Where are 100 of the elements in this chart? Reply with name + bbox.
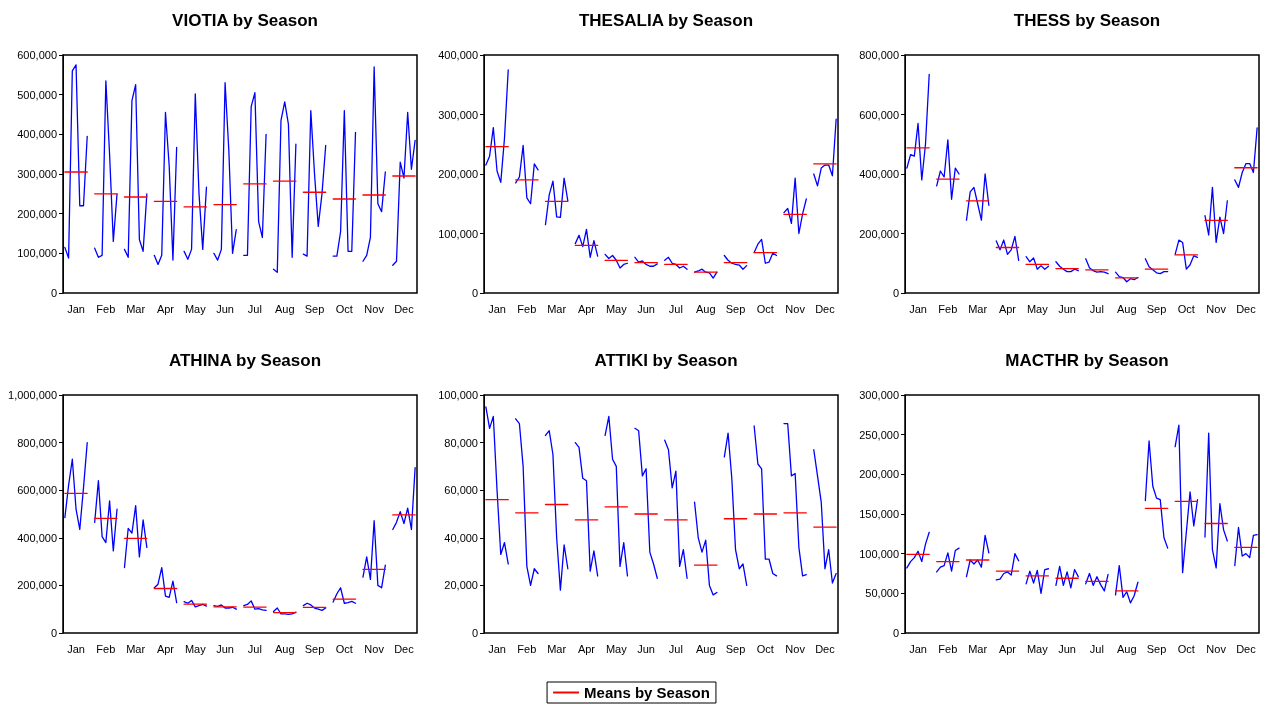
x-tick-label: Mar	[547, 302, 567, 315]
y-tick-label: 150,000	[859, 508, 899, 520]
x-tick-label: Jun	[637, 642, 655, 655]
x-tick-label: Jan	[488, 302, 506, 315]
x-tick-label: Apr	[156, 642, 175, 655]
x-tick-label: Oct	[1177, 302, 1195, 315]
x-tick-label: Oct	[756, 302, 774, 315]
x-tick-label: Aug	[274, 302, 295, 315]
y-tick-label: 0	[50, 287, 57, 299]
x-tick-label: Dec	[1236, 642, 1257, 655]
x-tick-label: May	[605, 302, 628, 315]
x-tick-label: Nov	[364, 302, 385, 315]
y-tick-label: 0	[471, 627, 478, 639]
x-tick-label: Nov	[785, 642, 806, 655]
y-tick-label: 200,000	[17, 579, 57, 592]
x-tick-label: Sep	[1146, 302, 1167, 315]
x-tick-label: Oct	[335, 302, 353, 315]
x-tick-label: Sep	[725, 302, 746, 315]
x-tick-label: Dec	[394, 642, 415, 655]
x-tick-label: Jan	[67, 642, 85, 655]
x-tick-label: Sep	[304, 302, 325, 315]
x-tick-label: Nov	[785, 302, 806, 315]
x-tick-label: May	[1026, 642, 1049, 655]
x-tick-label: Feb	[96, 302, 116, 315]
y-tick-label: 300,000	[17, 168, 57, 180]
x-tick-label: Jul	[247, 302, 262, 315]
x-tick-label: Jul	[247, 642, 262, 655]
y-tick-label: 100,000	[438, 389, 478, 401]
x-tick-label: Jan	[909, 642, 927, 655]
y-tick-label: 1,000,000	[8, 389, 57, 401]
y-tick-label: 80,000	[444, 436, 478, 449]
y-tick-label: 200,000	[438, 168, 478, 180]
x-tick-label: Aug	[274, 642, 295, 655]
x-tick-label: Aug	[695, 642, 716, 655]
x-tick-label: Oct	[1177, 642, 1195, 655]
x-tick-label: Dec	[394, 302, 415, 315]
x-tick-label: Oct	[335, 642, 353, 655]
y-tick-label: 200,000	[859, 468, 899, 481]
chart-title: THESALIA by Season	[578, 11, 754, 30]
y-tick-label: 800,000	[859, 49, 899, 61]
chart-title: ATTIKI by Season	[594, 351, 738, 370]
chart-title: THESS by Season	[1013, 11, 1161, 30]
x-tick-label: Apr	[577, 642, 596, 655]
y-tick-label: 0	[471, 287, 478, 299]
y-tick-label: 800,000	[17, 436, 57, 449]
x-tick-label: Jul	[668, 302, 683, 315]
x-tick-label: Jun	[216, 302, 234, 315]
x-tick-label: Apr	[156, 302, 175, 315]
x-tick-label: Feb	[938, 642, 958, 655]
y-tick-label: 200,000	[17, 207, 57, 220]
x-tick-label: May	[184, 642, 207, 655]
x-tick-label: Jan	[909, 302, 927, 315]
x-tick-label: May	[1026, 302, 1049, 315]
x-tick-label: Jun	[216, 642, 234, 655]
x-tick-label: Nov	[364, 642, 385, 655]
x-tick-label: Mar	[968, 642, 988, 655]
x-tick-label: Jun	[637, 302, 655, 315]
y-tick-label: 300,000	[859, 389, 899, 401]
x-tick-label: Jul	[1089, 302, 1104, 315]
y-tick-label: 100,000	[859, 547, 899, 560]
y-tick-label: 400,000	[17, 531, 57, 544]
x-tick-label: Jul	[668, 642, 683, 655]
x-tick-label: Aug	[1116, 302, 1137, 315]
x-tick-label: Jul	[1089, 642, 1104, 655]
x-tick-label: Jun	[1058, 642, 1076, 655]
y-tick-label: 50,000	[865, 587, 899, 600]
x-tick-label: Oct	[756, 642, 774, 655]
x-tick-label: Nov	[1206, 642, 1227, 655]
x-tick-label: Sep	[1146, 642, 1167, 655]
y-tick-label: 600,000	[17, 49, 57, 61]
y-tick-label: 250,000	[859, 428, 899, 441]
y-tick-label: 400,000	[438, 49, 478, 61]
x-tick-label: Sep	[725, 642, 746, 655]
x-tick-label: Feb	[517, 302, 537, 315]
x-tick-label: Mar	[126, 302, 146, 315]
y-tick-label: 20,000	[444, 579, 478, 592]
y-tick-label: 0	[892, 287, 899, 299]
y-tick-label: 100,000	[17, 247, 57, 260]
x-tick-label: Apr	[998, 302, 1017, 315]
x-tick-label: Apr	[577, 302, 596, 315]
x-tick-label: Dec	[815, 302, 836, 315]
x-tick-label: Jan	[488, 642, 506, 655]
x-tick-label: Apr	[998, 642, 1017, 655]
x-tick-label: May	[184, 302, 207, 315]
x-tick-label: Mar	[968, 302, 988, 315]
x-tick-label: Jan	[67, 302, 85, 315]
x-tick-label: Mar	[547, 642, 567, 655]
y-tick-label: 500,000	[17, 88, 57, 101]
y-tick-label: 0	[50, 627, 57, 639]
chart-title: MACTHR by Season	[1005, 351, 1169, 370]
x-tick-label: Mar	[126, 642, 146, 655]
chart-title: VIOTIA by Season	[172, 11, 318, 30]
y-tick-label: 40,000	[444, 531, 478, 544]
chart-title: ATHINA by Season	[168, 351, 322, 370]
y-tick-label: 0	[892, 627, 899, 639]
y-tick-label: 600,000	[859, 108, 899, 121]
y-tick-label: 600,000	[17, 484, 57, 497]
x-tick-label: Nov	[1206, 302, 1227, 315]
x-tick-label: Feb	[517, 642, 537, 655]
x-tick-label: Feb	[96, 642, 116, 655]
